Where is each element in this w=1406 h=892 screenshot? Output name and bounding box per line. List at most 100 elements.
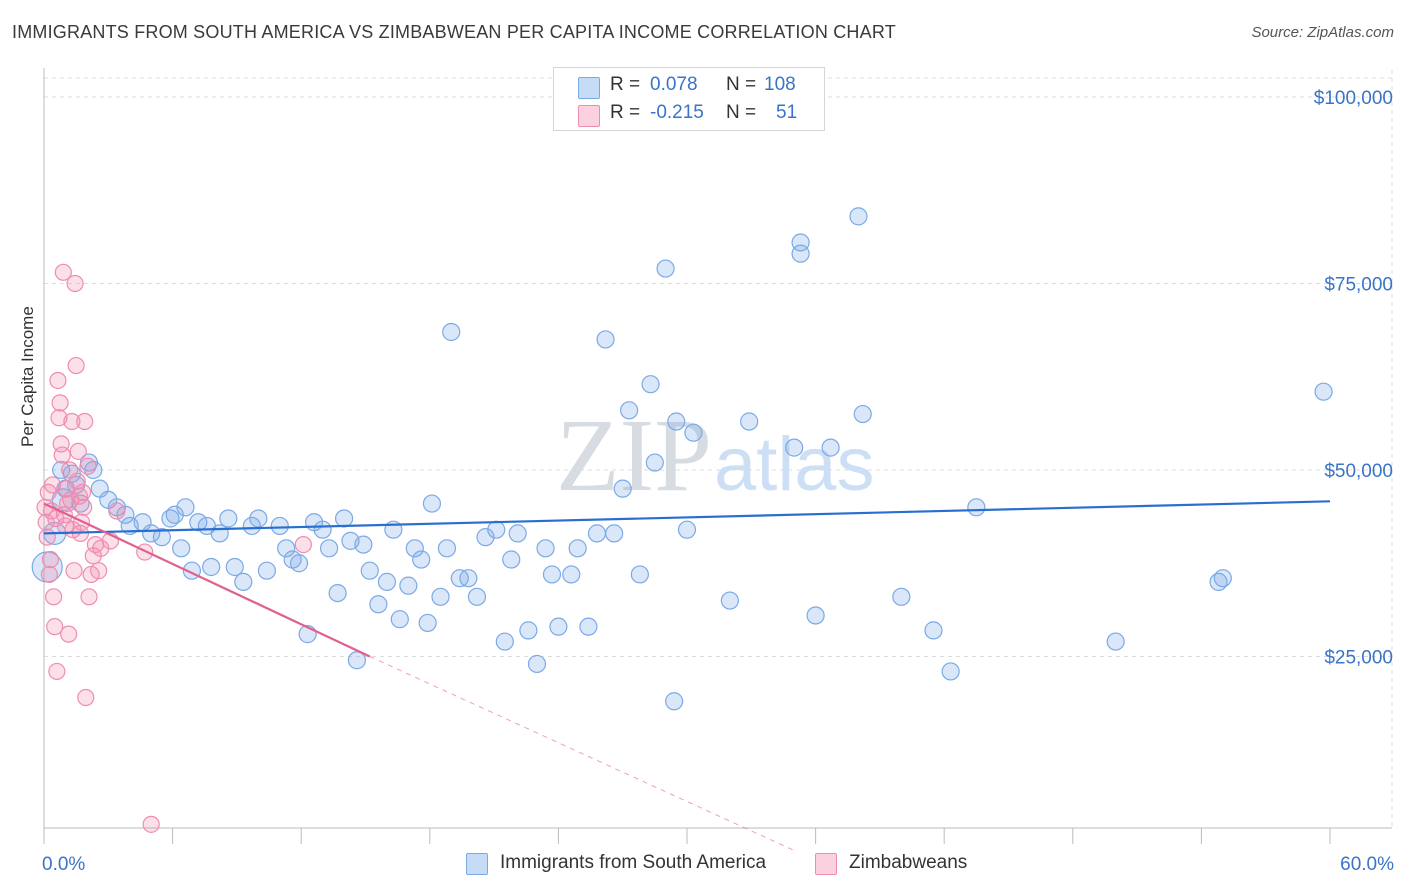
legend-label-south-america: Immigrants from South America [500, 852, 767, 873]
data-point-south-america [1314, 382, 1333, 401]
data-point-south-america [354, 535, 373, 554]
data-point-zimbabweans [90, 562, 108, 580]
data-point-south-america [360, 561, 379, 580]
data-point-south-america [249, 509, 268, 528]
data-point-zimbabweans [45, 588, 63, 606]
data-point-south-america [418, 613, 437, 633]
data-point-south-america [165, 505, 184, 524]
axes [43, 68, 1392, 844]
data-point-south-america [399, 576, 418, 595]
legend-n-value: 108 [764, 74, 796, 95]
data-point-zimbabweans [40, 565, 58, 584]
data-point-south-america [405, 539, 424, 558]
data-point-zimbabweans [60, 625, 78, 643]
data-point-south-america [542, 565, 562, 584]
data-point-zimbabweans [38, 528, 56, 546]
data-point-south-america [785, 438, 804, 457]
data-point-south-america [210, 524, 229, 543]
data-point-south-america [1213, 569, 1232, 588]
data-point-south-america [677, 520, 697, 539]
data-point-south-america [620, 401, 639, 420]
data-point-south-america [142, 524, 161, 543]
data-point-zimbabweans [51, 394, 69, 412]
data-point-south-america [641, 375, 660, 394]
data-point-south-america [853, 404, 872, 424]
series-legend: Immigrants from South America Zimbabwean… [0, 852, 1406, 878]
data-point-south-america [319, 539, 339, 558]
data-point-south-america [390, 610, 409, 629]
y-tick-label: $75,000 [1324, 275, 1393, 296]
legend-n-label: N = [726, 74, 757, 95]
data-point-zimbabweans [142, 815, 160, 833]
series-zimbabweans [36, 263, 312, 833]
data-point-south-america [242, 516, 262, 536]
data-point-south-america [172, 539, 191, 558]
data-point-south-america [613, 479, 632, 498]
data-point-south-america [431, 587, 450, 606]
data-point-south-america [562, 565, 581, 584]
legend-n-label: N = [726, 102, 757, 123]
data-point-south-america [152, 528, 171, 547]
data-point-south-america [892, 587, 911, 606]
data-point-zimbabweans [73, 483, 92, 501]
legend-swatch-blue [578, 77, 600, 99]
x-tick-label-min: 0.0% [42, 854, 85, 875]
data-point-zimbabweans [49, 371, 67, 390]
series-south-america [31, 207, 1333, 711]
data-point-zimbabweans [66, 274, 84, 293]
data-point-south-america [740, 412, 759, 431]
data-point-zimbabweans [41, 550, 60, 569]
data-point-south-america [437, 539, 457, 558]
data-point-south-america [549, 617, 568, 636]
data-point-south-america [442, 322, 461, 342]
data-point-south-america [519, 621, 538, 640]
data-point-south-america [967, 498, 986, 517]
data-point-south-america [334, 509, 354, 528]
legend-swatch-blue [466, 853, 488, 875]
data-point-south-america [467, 587, 487, 606]
legend-r-value: -0.215 [650, 102, 704, 123]
data-point-south-america [225, 557, 244, 577]
tick-labels: $25,000 $50,000 $75,000 $100,000 0.0% 60.0% [42, 88, 1394, 875]
data-point-zimbabweans [37, 513, 55, 531]
data-point-south-america [630, 565, 649, 584]
data-point-zimbabweans [50, 409, 68, 427]
legend-n-value: 51 [776, 102, 798, 123]
legend-swatch-pink [578, 105, 600, 127]
legend-swatch-pink [815, 853, 837, 875]
trend-line-south-america [43, 500, 1331, 535]
data-point-south-america [289, 554, 309, 573]
data-point-south-america [667, 412, 686, 431]
data-point-south-america [605, 524, 624, 543]
data-point-zimbabweans [53, 446, 71, 464]
data-point-south-america [587, 524, 607, 543]
data-point-south-america [806, 606, 825, 625]
data-point-zimbabweans [65, 562, 83, 580]
data-point-zimbabweans [63, 412, 81, 431]
data-point-south-america [116, 505, 135, 524]
y-tick-label: $50,000 [1324, 461, 1393, 482]
data-point-zimbabweans [54, 263, 72, 281]
data-point-south-america [202, 557, 221, 577]
data-point-zimbabweans [43, 476, 62, 494]
data-point-zimbabweans [76, 412, 94, 431]
legend-label-zimbabweans: Zimbabweans [849, 852, 968, 873]
data-point-south-america [422, 494, 442, 513]
data-point-south-america [527, 654, 547, 674]
data-point-zimbabweans [46, 618, 64, 636]
data-point-zimbabweans [294, 535, 312, 554]
data-point-zimbabweans [48, 662, 66, 681]
data-point-south-america [219, 509, 238, 528]
data-point-south-america [495, 632, 514, 651]
y-tick-label: $25,000 [1324, 648, 1393, 669]
data-point-south-america [536, 539, 555, 558]
source-label: Source: ZipAtlas.com [1251, 24, 1394, 41]
data-point-south-america [502, 550, 521, 569]
data-point-south-america [328, 583, 347, 603]
data-point-zimbabweans [69, 442, 87, 460]
trend-lines [43, 500, 1331, 851]
watermark-atlas: atlas [714, 422, 875, 507]
data-point-south-america [596, 330, 615, 349]
grid-lines [44, 70, 1393, 828]
